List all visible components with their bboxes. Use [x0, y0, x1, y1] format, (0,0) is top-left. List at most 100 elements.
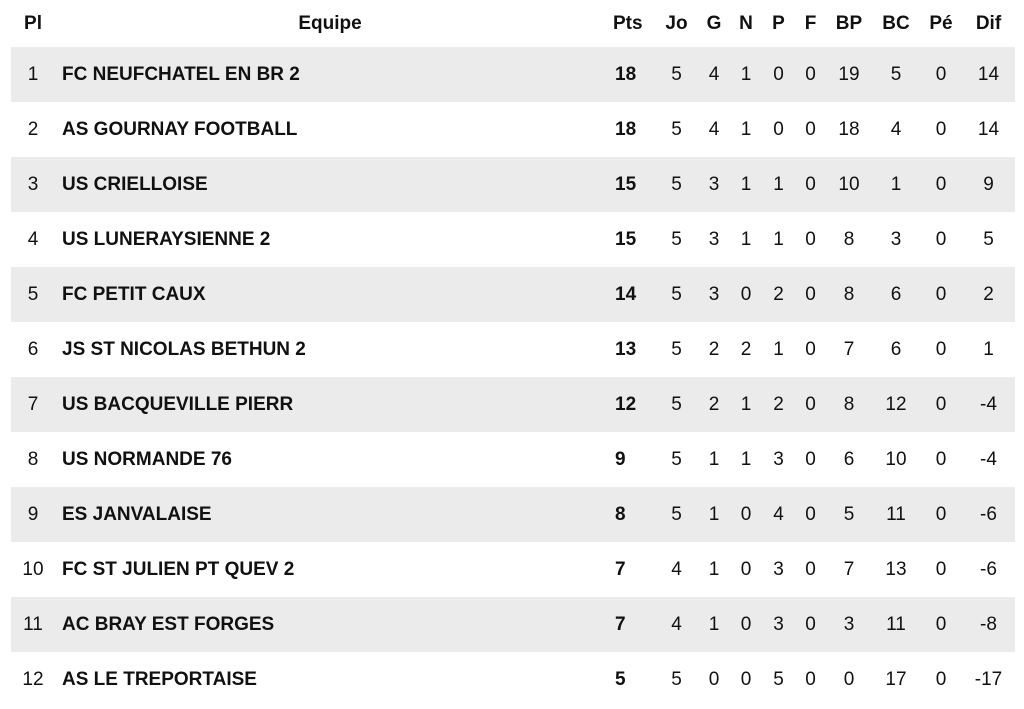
cell-drawn: 2: [740, 338, 752, 360]
cell-goals-for: 7: [843, 558, 855, 580]
header-drawn: N: [739, 12, 753, 34]
cell-goal-diff: 9: [983, 173, 994, 195]
cell-goals-against: 10: [885, 448, 907, 470]
cell-lost: 1: [773, 228, 784, 250]
cell-forfeit: 0: [805, 173, 816, 195]
cell-won: 2: [708, 393, 720, 415]
cell-goal-diff: 14: [977, 63, 1000, 85]
cell-lost: 1: [773, 173, 784, 195]
table-row: 9 ES JANVALAISE 8 5 1 0 4 0 5 11 0 -6: [11, 487, 1015, 542]
cell-penalty: 0: [935, 338, 947, 360]
cell-played: 5: [671, 118, 682, 140]
cell-goal-diff: -6: [980, 503, 997, 525]
cell-goals-against: 6: [890, 338, 902, 360]
table-row: 1 FC NEUFCHATEL EN BR 2 18 5 4 1 0 0 19 5 0 14: [11, 47, 1015, 102]
cell-won: 1: [708, 558, 720, 580]
cell-goal-diff: 1: [983, 338, 994, 360]
cell-penalty: 0: [935, 228, 947, 250]
cell-played: 5: [671, 283, 682, 305]
cell-forfeit: 0: [805, 613, 816, 635]
cell-played: 4: [671, 558, 682, 580]
cell-goals-for: 8: [843, 228, 855, 250]
table-row: 7 US BACQUEVILLE PIERR 12 5 2 1 2 0 8 12 0 -4: [11, 377, 1015, 432]
cell-lost: 2: [773, 393, 784, 415]
cell-forfeit: 0: [805, 118, 816, 140]
cell-goals-against: 5: [890, 63, 902, 85]
table-row: 8 US NORMANDE 76 9 5 1 1 3 0 6 10 0 -4: [11, 432, 1015, 487]
cell-penalty: 0: [935, 283, 947, 305]
cell-drawn: 0: [740, 503, 752, 525]
cell-goals-against: 11: [886, 503, 906, 525]
cell-team: US NORMANDE 76: [62, 448, 232, 470]
cell-lost: 4: [773, 503, 784, 525]
cell-forfeit: 0: [805, 448, 816, 470]
header-rank: Pl: [24, 12, 42, 34]
cell-won: 3: [708, 173, 720, 195]
cell-goals-against: 13: [885, 558, 907, 580]
cell-team: JS ST NICOLAS BETHUN 2: [62, 338, 306, 360]
cell-rank: 6: [27, 338, 39, 360]
table-row: 2 AS GOURNAY FOOTBALL 18 5 4 1 0 0 18 4 0 14: [11, 102, 1015, 157]
header-row: Pl Equipe Pts Jo G N P F BP BC Pé Dif: [11, 0, 1015, 47]
cell-won: 2: [708, 338, 720, 360]
cell-penalty: 0: [935, 173, 947, 195]
cell-drawn: 1: [740, 448, 752, 470]
cell-points: 8: [615, 503, 626, 525]
cell-won: 3: [708, 283, 720, 305]
cell-goals-against: 6: [890, 283, 902, 305]
cell-rank: 10: [22, 558, 44, 580]
cell-rank: 8: [27, 448, 39, 470]
cell-forfeit: 0: [805, 558, 816, 580]
header-forfeit: F: [804, 12, 817, 34]
cell-won: 4: [708, 63, 720, 85]
cell-goals-for: 6: [843, 448, 855, 470]
cell-played: 5: [671, 228, 682, 250]
cell-forfeit: 0: [805, 283, 816, 305]
cell-goal-diff: 14: [977, 118, 1000, 140]
cell-points: 15: [615, 173, 637, 195]
cell-goals-against: 12: [885, 393, 907, 415]
cell-goals-for: 0: [843, 668, 855, 690]
cell-penalty: 0: [935, 118, 947, 140]
cell-points: 15: [615, 228, 637, 250]
cell-team: AC BRAY EST FORGES: [62, 613, 275, 635]
cell-points: 7: [615, 613, 626, 635]
cell-forfeit: 0: [805, 393, 816, 415]
cell-drawn: 0: [740, 668, 752, 690]
cell-goal-diff: -4: [980, 448, 997, 470]
standings-table: Pl Equipe Pts Jo G N P F BP BC Pé Dif 1 FC NEUFCHATE…: [11, 0, 1015, 707]
cell-drawn: 1: [740, 173, 752, 195]
table-row: 5 FC PETIT CAUX 14 5 3 0 2 0 8 6 0 2: [11, 267, 1015, 322]
cell-drawn: 0: [740, 283, 752, 305]
table-row: 3 US CRIELLOISE 15 5 3 1 1 0 10 1 0 9: [11, 157, 1015, 212]
cell-goals-against: 1: [890, 173, 902, 195]
cell-rank: 4: [27, 228, 39, 250]
header-team: Equipe: [298, 12, 362, 34]
cell-goals-for: 3: [843, 613, 855, 635]
cell-played: 5: [671, 393, 682, 415]
cell-team: AS LE TREPORTAISE: [62, 668, 257, 690]
cell-rank: 12: [22, 668, 44, 690]
cell-goals-against: 4: [890, 118, 902, 140]
cell-goal-diff: 5: [983, 228, 994, 250]
cell-penalty: 0: [935, 613, 947, 635]
cell-goals-against: 17: [885, 668, 907, 690]
cell-drawn: 1: [740, 118, 752, 140]
cell-played: 5: [671, 173, 682, 195]
cell-goals-for: 7: [843, 338, 855, 360]
header-penalty: Pé: [929, 12, 953, 34]
header-lost: P: [772, 12, 785, 34]
cell-points: 14: [615, 283, 637, 305]
cell-rank: 11: [23, 613, 43, 635]
cell-forfeit: 0: [805, 63, 816, 85]
table-row: 10 FC ST JULIEN PT QUEV 2 7 4 1 0 3 0 7 13 0 -6: [11, 542, 1015, 597]
cell-won: 4: [708, 118, 720, 140]
cell-penalty: 0: [935, 448, 947, 470]
cell-team: US BACQUEVILLE PIERR: [62, 393, 294, 415]
cell-team: ES JANVALAISE: [62, 503, 212, 525]
cell-rank: 5: [27, 283, 39, 305]
cell-lost: 0: [773, 63, 784, 85]
cell-played: 5: [671, 63, 682, 85]
cell-lost: 3: [773, 448, 784, 470]
cell-drawn: 0: [740, 558, 752, 580]
